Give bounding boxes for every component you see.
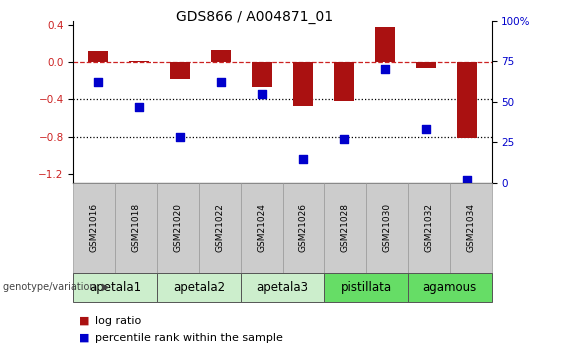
Text: GSM21016: GSM21016 <box>90 203 99 252</box>
Point <box>462 177 471 183</box>
Text: GDS866 / A004871_01: GDS866 / A004871_01 <box>176 10 333 24</box>
Text: apetala3: apetala3 <box>257 281 308 294</box>
Text: apetala1: apetala1 <box>89 281 141 294</box>
Point <box>380 67 389 72</box>
Bar <box>252 62 272 87</box>
Text: ■: ■ <box>79 316 90 326</box>
Bar <box>129 60 149 62</box>
Bar <box>375 27 396 62</box>
Bar <box>334 62 354 101</box>
Point <box>298 156 307 161</box>
Point <box>134 104 144 109</box>
Bar <box>457 62 477 138</box>
Text: GSM21022: GSM21022 <box>215 203 224 252</box>
Point <box>216 80 225 85</box>
Text: log ratio: log ratio <box>95 316 141 326</box>
Text: GSM21028: GSM21028 <box>341 203 350 252</box>
Text: GSM21026: GSM21026 <box>299 203 308 252</box>
Text: ■: ■ <box>79 333 90 343</box>
Text: percentile rank within the sample: percentile rank within the sample <box>95 333 283 343</box>
Text: apetala2: apetala2 <box>173 281 225 294</box>
Text: GSM21024: GSM21024 <box>257 203 266 252</box>
Bar <box>211 50 231 62</box>
Point <box>340 136 349 142</box>
Text: GSM21034: GSM21034 <box>466 203 475 252</box>
Bar <box>416 62 436 68</box>
Text: GSM21032: GSM21032 <box>424 203 433 252</box>
Bar <box>170 62 190 79</box>
Text: agamous: agamous <box>423 281 477 294</box>
Point <box>176 135 185 140</box>
Text: GSM21020: GSM21020 <box>173 203 182 252</box>
Text: pistillata: pistillata <box>341 281 392 294</box>
Point <box>421 127 431 132</box>
Bar <box>88 51 108 62</box>
Point <box>258 91 267 97</box>
Text: GSM21030: GSM21030 <box>383 203 392 252</box>
Point <box>94 80 103 85</box>
Text: GSM21018: GSM21018 <box>132 203 141 252</box>
Bar <box>293 62 313 106</box>
Text: genotype/variation  ▶: genotype/variation ▶ <box>3 282 109 292</box>
